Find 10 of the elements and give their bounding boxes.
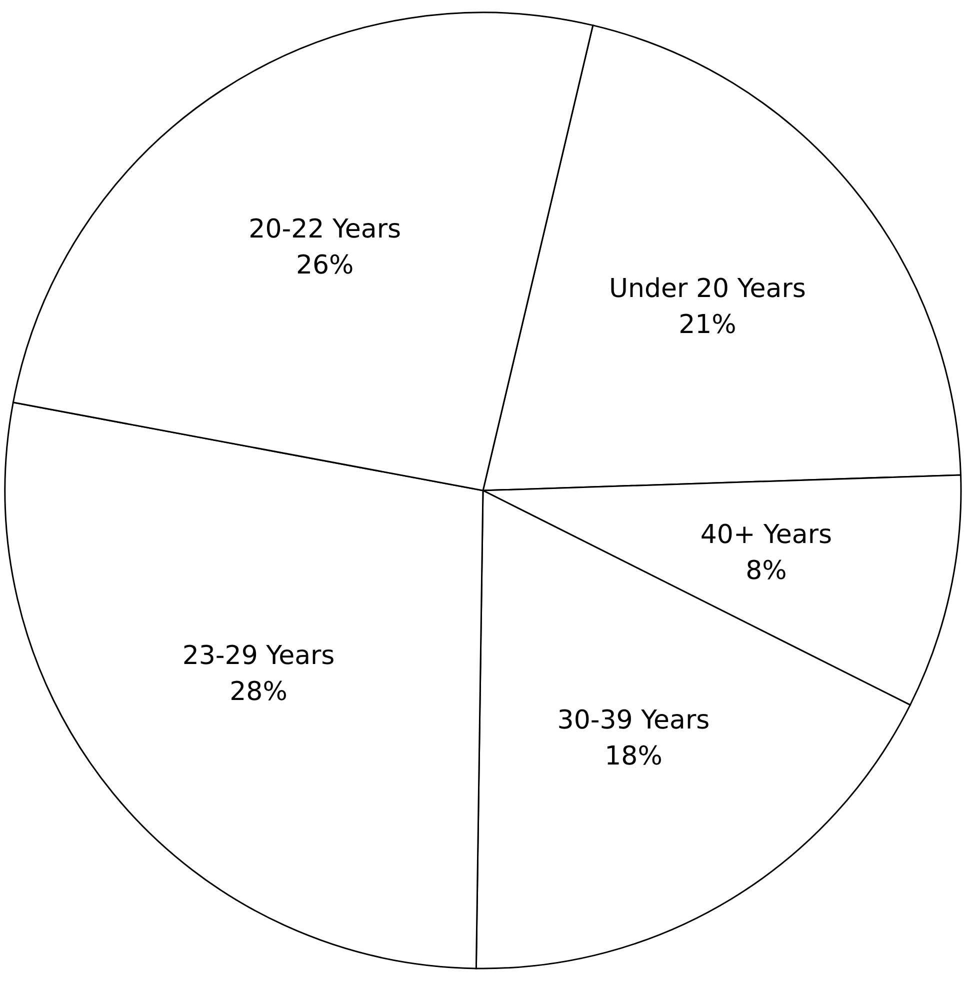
slice-label: Under 20 Years [609,274,806,304]
data-label: 8% [746,556,787,586]
data-label: 21% [678,310,736,340]
slice-label: 30-39 Years [557,705,710,736]
slice-label: 23-29 Years [182,641,335,672]
data-label: 18% [604,741,662,772]
slice-label: 20-22 Years [248,214,402,244]
data-label: 28% [230,677,288,708]
data-label: 26% [296,250,354,280]
slice-label: 40+ Years [700,520,832,550]
